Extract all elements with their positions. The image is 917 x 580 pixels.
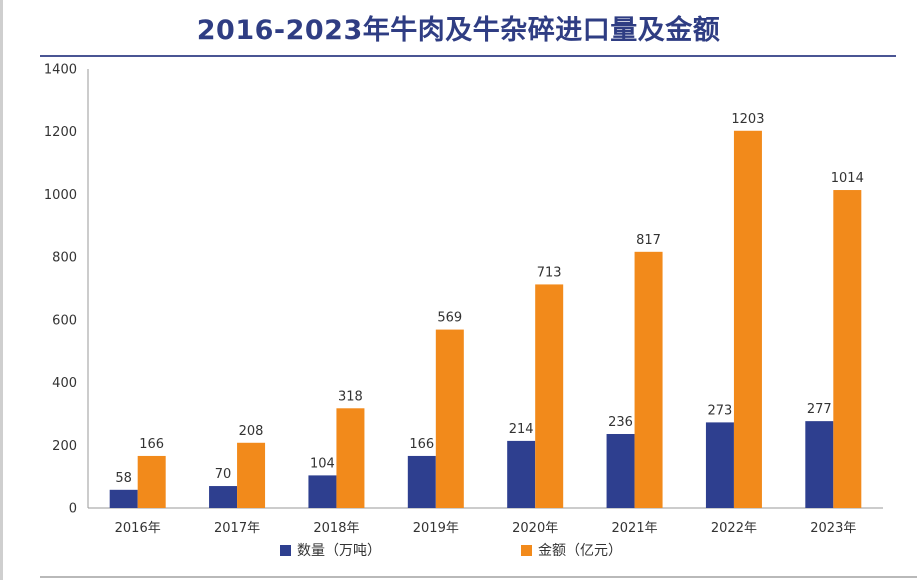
- bar-quantity: [109, 489, 138, 508]
- chart-labels: 2016年 58 166 2017年 70 208 2018年 104 318 2019年 166 5…: [115, 112, 864, 536]
- y-tick-label: 400: [52, 376, 77, 391]
- bar-amount: [535, 284, 564, 508]
- bar-amount: [833, 190, 862, 508]
- chart-title: 2016-2023年牛肉及牛杂碎进口量及金额: [196, 15, 721, 46]
- y-tick-label: 0: [69, 502, 77, 517]
- data-label: 817: [636, 233, 661, 248]
- bar-quantity: [705, 422, 734, 508]
- bar-amount: [336, 408, 365, 508]
- bar-amount: [435, 329, 464, 508]
- bar-amount: [137, 455, 166, 508]
- data-label: 236: [608, 415, 633, 430]
- data-label: 277: [807, 402, 832, 417]
- data-label: 713: [537, 265, 562, 280]
- legend-label-amount: 金额（亿元）: [538, 543, 622, 559]
- bar-quantity: [507, 440, 536, 508]
- bar-amount: [733, 130, 762, 509]
- legend-swatch-quantity: [280, 544, 291, 556]
- x-tick-label: 2018年: [313, 521, 359, 536]
- left-border: [0, 0, 3, 580]
- y-tick-label: 1400: [44, 63, 77, 78]
- x-tick-label: 2021年: [612, 521, 658, 536]
- y-tick-label: 200: [52, 439, 77, 454]
- bottom-rule: [40, 576, 917, 578]
- data-label: 1203: [731, 112, 764, 127]
- data-label: 58: [115, 471, 132, 486]
- bar-quantity: [209, 486, 238, 508]
- y-tick-label: 1200: [44, 125, 77, 140]
- x-tick-label: 2022年: [711, 521, 757, 536]
- data-label: 1014: [831, 171, 864, 186]
- y-tick-label: 800: [52, 251, 77, 266]
- x-tick-label: 2019年: [413, 521, 459, 536]
- bar-quantity: [606, 433, 635, 508]
- y-tick-label: 600: [52, 313, 77, 328]
- data-label: 214: [509, 422, 534, 437]
- x-tick-label: 2023年: [810, 521, 856, 536]
- bar-quantity: [407, 455, 436, 508]
- legend-item-quantity: 数量（万吨）: [280, 540, 381, 560]
- chart-bars: [109, 130, 862, 509]
- data-label: 318: [338, 389, 363, 404]
- data-label: 569: [437, 311, 462, 326]
- data-label: 70: [215, 467, 232, 482]
- data-label: 208: [239, 424, 264, 439]
- data-label: 166: [139, 437, 164, 452]
- legend-label-quantity: 数量（万吨）: [297, 543, 381, 559]
- legend-swatch-amount: [521, 544, 532, 556]
- x-tick-label: 2016年: [115, 521, 161, 536]
- data-label: 104: [310, 456, 335, 471]
- x-tick-label: 2017年: [214, 521, 260, 536]
- title-underline: [40, 55, 896, 57]
- bar-amount: [237, 442, 266, 508]
- x-tick-label: 2020年: [512, 521, 558, 536]
- data-label: 273: [708, 403, 733, 418]
- data-label: 166: [409, 437, 434, 452]
- legend-item-amount: 金额（亿元）: [521, 540, 622, 560]
- y-tick-label: 1000: [44, 188, 77, 203]
- bar-quantity: [308, 475, 337, 508]
- bar-amount: [634, 251, 663, 509]
- bar-quantity: [805, 421, 834, 508]
